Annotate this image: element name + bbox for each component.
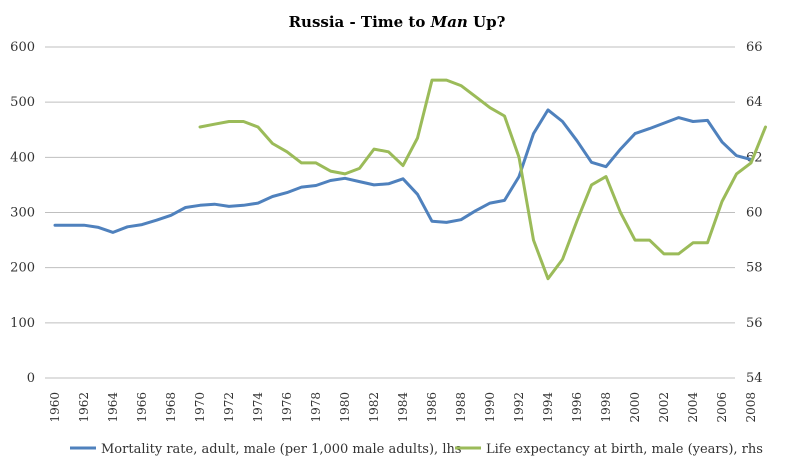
right-tick-label: 54: [746, 371, 763, 386]
x-tick-label: 1992: [512, 392, 526, 423]
left-tick-label: 400: [10, 150, 35, 165]
left-tick-label: 500: [10, 95, 35, 110]
x-tick-label: 1998: [599, 392, 613, 423]
x-tick-label: 1990: [483, 392, 497, 423]
left-tick-label: 300: [10, 206, 35, 221]
right-tick-label: 56: [746, 316, 763, 331]
x-tick-label: 1968: [164, 392, 178, 423]
left-tick-label: 100: [10, 316, 35, 331]
x-tick-label: 1972: [222, 392, 236, 423]
x-tick-label: 1988: [454, 392, 468, 423]
gridlines: [45, 46, 735, 379]
x-tick-label: 2002: [657, 392, 671, 423]
x-tick-label: 1996: [570, 392, 584, 423]
x-tick-label: 1980: [338, 392, 352, 423]
right-tick-label: 58: [746, 261, 763, 276]
x-tick-label: 1974: [251, 392, 265, 423]
x-tick-label: 1994: [541, 392, 555, 423]
x-tick-label: 2008: [744, 392, 758, 423]
title-part-3: Up?: [468, 13, 506, 31]
chart-title: Russia - Time to Man Up?: [289, 13, 506, 31]
series-line-life-expectancy: [198, 78, 767, 281]
right-tick-label: 64: [746, 95, 763, 110]
title-part-1: Russia - Time to: [289, 13, 431, 31]
legend: Mortality rate, adult, male (per 1,000 m…: [70, 442, 763, 457]
x-tick-label: 1970: [193, 392, 207, 423]
x-tick-label: 2000: [628, 392, 642, 423]
title-part-2: Man: [430, 13, 468, 31]
x-tick-label: 1962: [77, 392, 91, 423]
left-axis-ticks: 0 100 200 300 400 500 600: [10, 40, 35, 386]
legend-label-life-expectancy: Life expectancy at birth, male (years), …: [486, 442, 763, 457]
series-line-mortality: [53, 108, 753, 234]
left-tick-label: 0: [27, 371, 35, 386]
x-tick-label: 2004: [686, 392, 700, 423]
left-tick-label: 600: [10, 40, 35, 55]
x-tick-label: 1986: [425, 392, 439, 423]
x-axis-ticks: 1960 1962 1964 1966 1968 1970 1972 1974 1976 1978…: [48, 392, 758, 423]
right-tick-label: 60: [746, 206, 763, 221]
series-layer: [53, 78, 767, 281]
x-tick-label: 1984: [396, 392, 410, 423]
x-tick-label: 1966: [135, 392, 149, 423]
x-tick-label: 1982: [367, 392, 381, 423]
x-tick-label: 1964: [106, 392, 120, 423]
legend-label-mortality: Mortality rate, adult, male (per 1,000 m…: [101, 442, 462, 457]
left-tick-label: 200: [10, 261, 35, 276]
x-tick-label: 1978: [309, 392, 323, 423]
x-tick-label: 1976: [280, 392, 294, 423]
x-tick-label: 2006: [715, 392, 729, 423]
x-tick-label: 1960: [48, 392, 62, 423]
right-tick-label: 66: [746, 40, 763, 55]
